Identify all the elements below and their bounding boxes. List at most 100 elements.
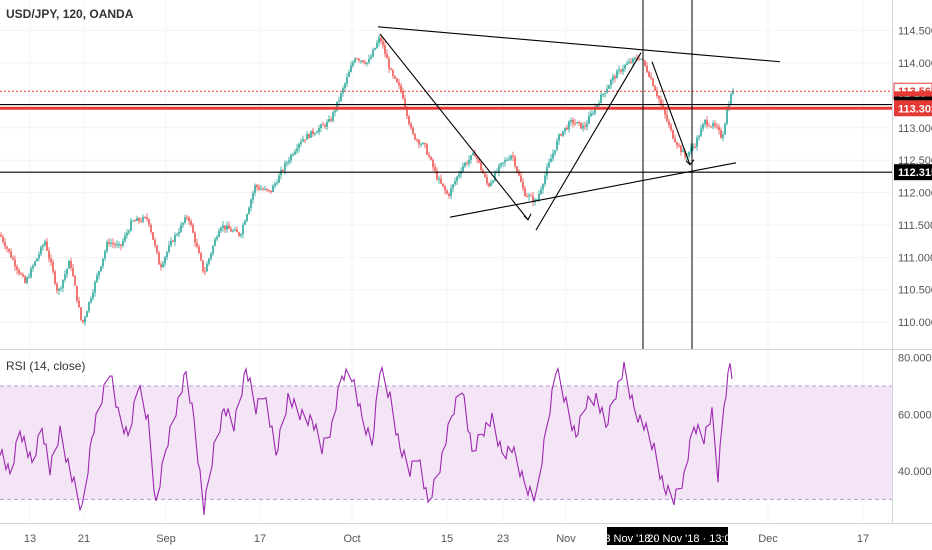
candle-up [234,229,236,231]
price-label-text: 113.302 [898,103,932,115]
candle-up [502,162,504,164]
candle-up [376,42,378,49]
candle-down [20,273,22,275]
price-tick-label: 114.500 [898,26,932,38]
candle-up [310,130,312,138]
candle-down [330,119,332,121]
candle-down [138,218,140,221]
candle-up [568,121,570,130]
candle-up [724,123,726,135]
time-marker-box [656,527,728,545]
candle-up [342,88,344,94]
candle-up [622,68,624,72]
candle-up [218,230,220,237]
candle-down [560,134,562,136]
candle-up [542,184,544,190]
candle-down [512,155,514,157]
candle-up [214,239,216,246]
candle-up [606,88,608,93]
candle-up [174,234,176,242]
candle-down [364,62,366,64]
candle-down [8,248,10,252]
candle-down [398,82,400,86]
candle-down [580,122,582,129]
candle-down [638,59,640,61]
candle-up [96,275,98,282]
candle-up [626,63,628,65]
candle-down [408,116,410,124]
candle-up [166,251,168,258]
price-label-box [894,164,932,181]
candle-up [216,236,218,240]
candle-up [612,76,614,80]
candle-up [98,271,100,276]
candle-down [144,217,146,219]
candle-up [328,119,330,122]
price-tick-label: 110.000 [898,317,932,329]
candle-up [368,58,370,63]
candle-up [306,134,308,140]
candle-up [178,231,180,235]
candle-down [442,183,444,187]
candle-up [586,123,588,127]
candle-up [554,150,556,154]
candle-up [632,58,634,63]
candle-down [74,275,76,286]
candle-up [370,56,372,59]
candle-up [232,230,234,232]
candle-down [646,65,648,73]
candle-up [576,121,578,124]
candle-up [118,244,120,246]
candle-up [264,188,266,190]
candle-down [236,229,238,233]
candle-up [366,62,368,64]
candle-up [168,245,170,252]
candle-down [258,187,260,190]
candle-down [658,95,660,100]
candle-up [246,214,248,221]
candle-down [150,224,152,233]
candle-up [92,292,94,299]
candle-up [300,141,302,144]
candle-up [354,58,356,63]
candle-up [220,227,222,231]
candle-up [490,182,492,187]
candle-down [446,190,448,194]
candle-up [182,222,184,225]
wave-down-1 [379,33,529,221]
candle-up [570,120,572,122]
candle-down [676,142,678,146]
candle-down [52,262,54,272]
candle-down [514,156,516,167]
candle-down [522,182,524,189]
candle-up [378,37,380,43]
candle-up [616,71,618,79]
candle-up [244,220,246,225]
candle-down [476,156,478,159]
candle-up [350,65,352,72]
candle-down [474,152,476,157]
candle-up [164,257,166,264]
candle-down [426,144,428,155]
candle-up [592,113,594,115]
candle-up [556,140,558,151]
candle-up [722,134,724,138]
candle-down [80,307,82,320]
candle-up [420,144,422,146]
candle-down [0,234,2,237]
candle-down [70,260,72,268]
candle-up [248,207,250,215]
candle-down [402,90,404,99]
candle-up [226,225,228,230]
candle-down [436,170,438,180]
candle-down [266,188,268,190]
candle-down [308,134,310,138]
candle-up [352,62,354,66]
candle-up [540,189,542,194]
wave-down-2 [651,61,691,165]
price-label-red: 113.302 [894,100,932,117]
candle-up [640,58,642,60]
candle-down [16,266,18,270]
candle-up [458,174,460,177]
